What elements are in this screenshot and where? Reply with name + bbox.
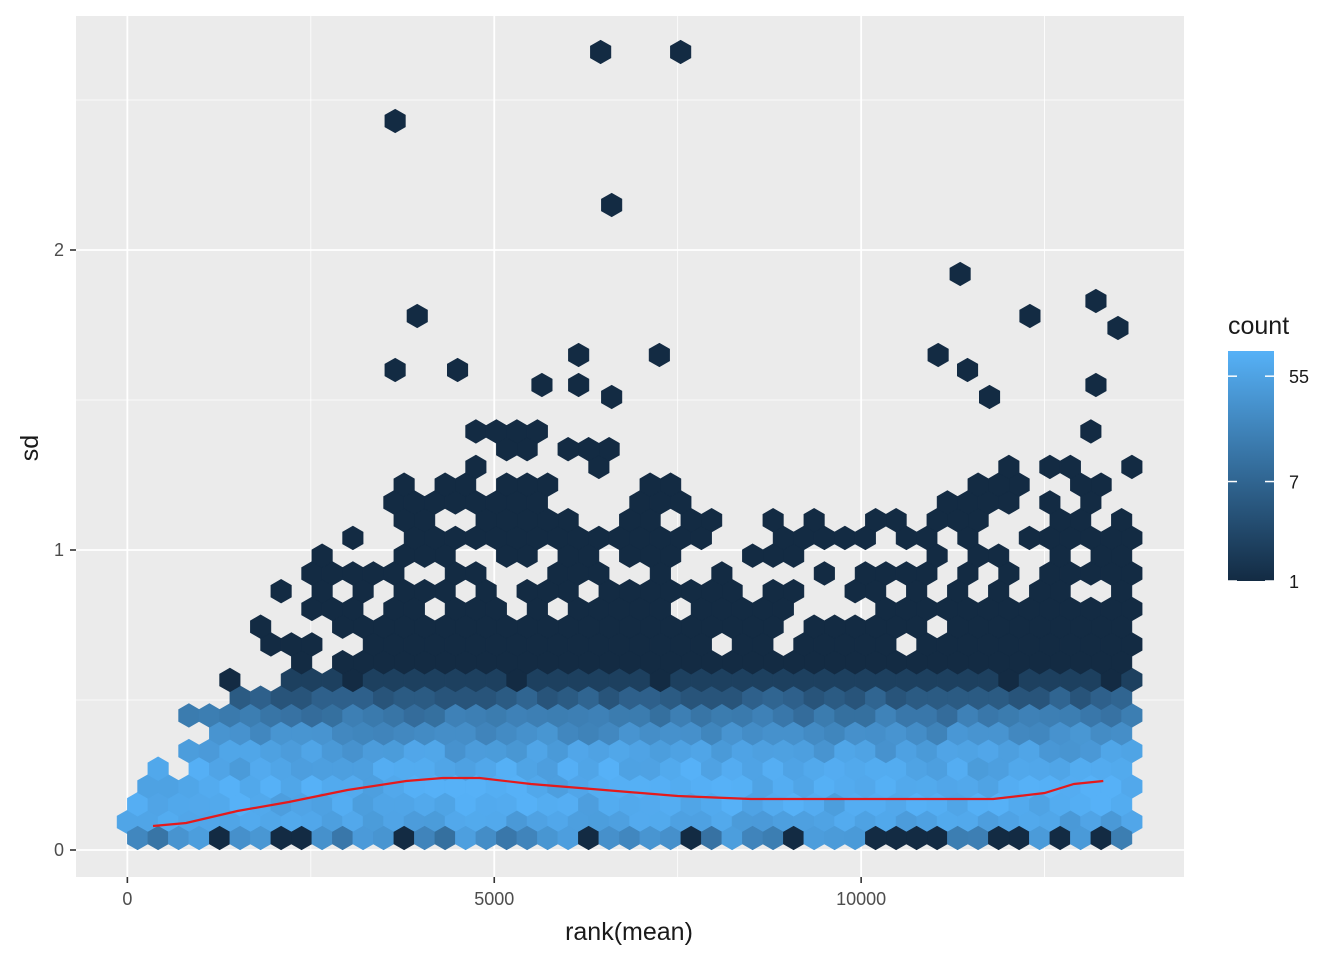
- hexbin-cell: [813, 561, 835, 586]
- x-tick-label: 10000: [836, 889, 886, 909]
- hexbin-cell: [219, 667, 241, 693]
- hexbin-cell: [701, 508, 723, 533]
- hexbin-cell: [568, 342, 590, 368]
- hexbin-cell: [1111, 825, 1133, 851]
- y-tick-label: 2: [54, 240, 64, 260]
- hexbin-cell: [590, 39, 612, 65]
- hexbin-cell: [557, 508, 579, 533]
- hexbin-cell: [526, 419, 548, 444]
- hexbin-cell: [978, 384, 1001, 410]
- hexbin-cell: [988, 543, 1010, 568]
- hexbin-cell: [998, 454, 1020, 480]
- y-axis-title: sd: [16, 435, 44, 461]
- hexbin-cell: [250, 614, 272, 639]
- hexbin-cell: [949, 261, 971, 287]
- hexbin-cell: [1059, 454, 1081, 480]
- hexbin-cell: [670, 39, 692, 65]
- hexbin-cell: [601, 384, 623, 410]
- hexbin-cell: [885, 508, 907, 533]
- hexbin-cell: [1121, 454, 1143, 480]
- hexbin-cell: [147, 756, 169, 781]
- hexbin-cell: [270, 579, 292, 604]
- legend-colorbar: [1228, 351, 1274, 581]
- smooth-trend-line: [152, 776, 1104, 828]
- hexbin-cell: [537, 472, 559, 497]
- hexbin-cell: [384, 108, 406, 134]
- legend-tick-label: 7: [1289, 473, 1299, 493]
- hexbin-cell: [762, 508, 784, 533]
- hexbin-cell: [342, 525, 364, 551]
- hexbin-cell: [446, 357, 469, 383]
- hexbin-cell: [1085, 372, 1107, 398]
- hexbin-cell: [311, 543, 333, 568]
- hexbin-cell: [660, 472, 682, 497]
- hexbin-cell: [711, 561, 733, 586]
- y-tick-label: 0: [54, 840, 64, 860]
- hexbin-cell: [1111, 508, 1133, 533]
- legend-tick-label: 1: [1289, 572, 1299, 592]
- legend-title: count: [1228, 312, 1289, 340]
- x-axis-title: rank(mean): [565, 918, 693, 946]
- hexbin-cell: [956, 357, 979, 383]
- hexbin-cell: [1019, 303, 1041, 329]
- hexbin-cell: [406, 303, 428, 329]
- legend-tick-label: 55: [1289, 367, 1309, 387]
- y-tick-label: 1: [54, 540, 64, 560]
- hexbin-cell: [927, 342, 949, 368]
- hexbin-cell: [601, 192, 623, 218]
- hexbin-cell: [301, 632, 323, 657]
- hexbin-cell: [783, 579, 805, 604]
- hexbin-cell: [648, 342, 670, 368]
- hexbin-cell: [803, 508, 825, 533]
- x-tick-label: 0: [122, 889, 132, 909]
- hexbin-cell: [1090, 472, 1112, 497]
- hexbin-cell: [1039, 490, 1061, 515]
- hexbin-cell: [1085, 288, 1107, 314]
- smooth-line-layer: [152, 776, 1104, 828]
- hexbin-cell: [1080, 419, 1102, 444]
- hexbin-cell: [568, 372, 590, 398]
- hexbin-cell: [598, 436, 620, 462]
- x-tick-label: 5000: [474, 889, 514, 909]
- hexbin-cell: [384, 357, 406, 383]
- hexbin-cell: [465, 561, 487, 586]
- hexbin-cell: [465, 454, 487, 480]
- hexbin-cell: [1107, 315, 1129, 341]
- axes: 0 5000 10000 0 1 2: [54, 240, 886, 909]
- hexbin-cell: [531, 372, 553, 398]
- hexbin-cell: [393, 472, 415, 497]
